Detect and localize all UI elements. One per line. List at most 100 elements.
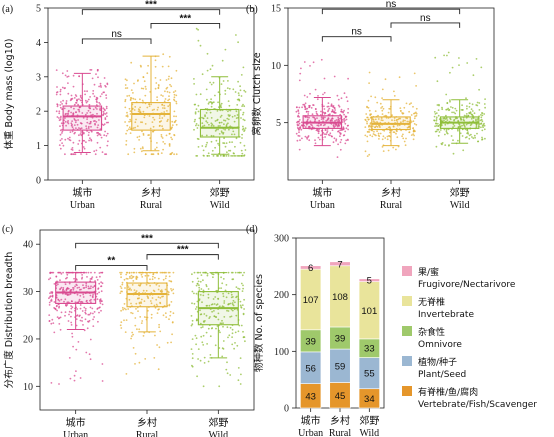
data-point bbox=[296, 115, 299, 118]
data-point bbox=[167, 78, 170, 80]
data-point bbox=[94, 106, 97, 109]
data-point bbox=[139, 106, 142, 109]
data-point bbox=[244, 127, 247, 129]
data-point bbox=[73, 118, 76, 120]
data-point bbox=[171, 138, 174, 141]
data-point bbox=[242, 125, 244, 128]
data-point bbox=[218, 347, 221, 349]
data-point bbox=[138, 328, 141, 331]
panel-label: (c) bbox=[2, 224, 13, 235]
significance-bracket: *** bbox=[150, 13, 221, 29]
data-point bbox=[392, 125, 395, 128]
data-point bbox=[152, 125, 155, 128]
data-point bbox=[148, 105, 151, 107]
data-point bbox=[132, 127, 135, 129]
data-point bbox=[59, 271, 62, 274]
data-point bbox=[333, 107, 336, 110]
data-point bbox=[372, 119, 375, 121]
data-point bbox=[85, 312, 87, 315]
data-point bbox=[87, 125, 90, 128]
data-point bbox=[122, 308, 124, 311]
data-point bbox=[58, 383, 60, 385]
data-point bbox=[440, 118, 443, 120]
data-point bbox=[210, 140, 213, 143]
data-point bbox=[163, 100, 166, 103]
data-point bbox=[223, 316, 226, 318]
data-point bbox=[171, 124, 174, 126]
bar-value-label: 43 bbox=[305, 391, 316, 402]
data-point bbox=[470, 113, 473, 116]
data-point bbox=[220, 276, 223, 279]
data-point bbox=[230, 296, 233, 299]
data-point bbox=[366, 135, 369, 138]
data-point bbox=[129, 110, 132, 113]
data-point bbox=[124, 331, 127, 333]
data-point bbox=[324, 111, 326, 114]
data-point bbox=[89, 122, 92, 125]
data-point bbox=[159, 79, 162, 81]
data-point bbox=[69, 131, 72, 134]
data-point bbox=[475, 119, 477, 122]
data-point bbox=[226, 361, 228, 364]
data-point bbox=[373, 130, 375, 133]
data-point bbox=[326, 131, 328, 134]
data-point bbox=[194, 103, 197, 106]
data-point bbox=[150, 153, 153, 156]
data-point bbox=[153, 108, 156, 111]
data-point bbox=[225, 368, 228, 371]
data-point bbox=[72, 141, 75, 144]
data-point bbox=[120, 287, 123, 289]
data-point bbox=[415, 111, 417, 114]
data-point bbox=[240, 373, 242, 376]
data-point bbox=[300, 121, 303, 124]
data-point bbox=[305, 110, 308, 113]
data-point bbox=[172, 91, 175, 93]
data-point bbox=[231, 328, 234, 331]
data-point bbox=[96, 307, 99, 310]
data-point bbox=[119, 324, 122, 327]
data-point bbox=[236, 104, 239, 106]
data-point bbox=[200, 335, 203, 338]
data-point bbox=[164, 98, 167, 100]
data-point bbox=[123, 303, 126, 305]
data-point bbox=[173, 121, 176, 124]
data-point bbox=[478, 109, 481, 111]
data-point bbox=[157, 288, 160, 291]
data-point bbox=[239, 383, 242, 385]
data-point bbox=[101, 282, 104, 285]
data-point bbox=[231, 278, 234, 281]
data-point bbox=[144, 153, 147, 156]
data-point bbox=[69, 293, 72, 296]
data-point bbox=[444, 123, 447, 126]
data-point bbox=[399, 117, 402, 120]
data-point bbox=[217, 312, 220, 315]
data-point bbox=[57, 283, 59, 286]
data-point bbox=[381, 97, 383, 99]
data-point bbox=[95, 73, 97, 75]
data-point bbox=[167, 105, 170, 108]
data-point bbox=[202, 117, 205, 120]
data-point bbox=[229, 149, 232, 152]
data-point bbox=[222, 278, 225, 280]
data-point bbox=[164, 142, 166, 145]
data-point bbox=[160, 135, 163, 138]
data-point bbox=[129, 128, 132, 131]
data-point bbox=[433, 111, 436, 113]
data-point bbox=[202, 279, 204, 282]
data-point bbox=[157, 296, 160, 299]
data-point bbox=[450, 135, 453, 137]
data-point bbox=[124, 100, 127, 103]
data-point bbox=[193, 78, 195, 80]
data-point bbox=[88, 313, 91, 316]
y-axis-label: 窝卵数 Clutch size bbox=[251, 52, 263, 135]
data-point bbox=[59, 147, 62, 150]
data-point bbox=[412, 138, 415, 141]
data-point bbox=[467, 131, 469, 134]
data-point bbox=[164, 312, 167, 315]
data-point bbox=[74, 153, 77, 156]
data-point bbox=[201, 73, 204, 76]
data-point bbox=[174, 90, 177, 92]
data-point bbox=[60, 273, 63, 275]
data-point bbox=[120, 273, 122, 276]
data-point bbox=[84, 99, 87, 102]
